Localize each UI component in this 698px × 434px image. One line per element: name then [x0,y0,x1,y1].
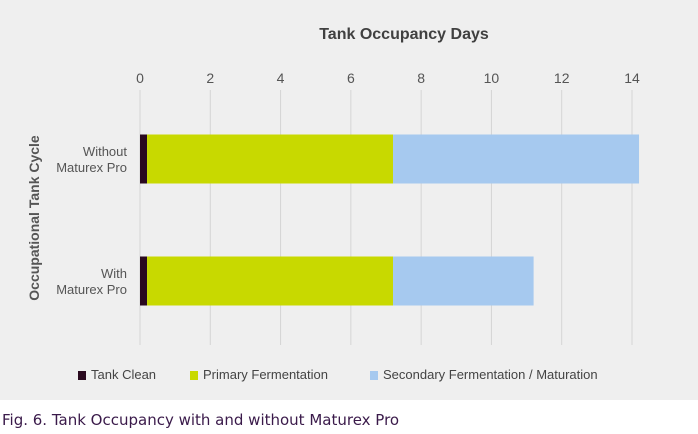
legend-primary-fermentation: Primary Fermentation [190,367,328,382]
bar-segment-primary-fermentation-1 [147,256,394,306]
legend-label-secondary-fermentation: Secondary Fermentation / Maturation [383,367,598,382]
bar-segment-tank-clean-1 [140,256,148,306]
bar-segment-primary-fermentation-0 [147,134,394,184]
y-axis-label: Occupational Tank Cycle [26,135,42,301]
legend-swatch-tank-clean [78,371,86,380]
chart-panel: 0 2 4 6 8 10 12 14 Without Maturex Pro With Mature… [0,0,698,400]
figure-caption: Fig. 6. Tank Occupancy with and without … [2,411,400,429]
bar-segment-tank-clean-0 [140,134,148,184]
x-tick-label: 2 [206,70,214,86]
legend-swatch-primary-fermentation [190,371,198,380]
x-tick-label: 6 [347,70,355,86]
x-tick-label: 0 [136,70,144,86]
legend-label-tank-clean: Tank Clean [91,367,157,382]
category-label-line: Maturex Pro [56,160,127,175]
legend-label-primary-fermentation: Primary Fermentation [203,367,328,382]
bar-segment-secondary-fermentation-maturation-1 [393,256,534,306]
legend-secondary-fermentation: Secondary Fermentation / Maturation [370,367,598,382]
category-label-line: Without [83,144,127,159]
x-tick-label: 8 [417,70,425,86]
legend-swatch-secondary-fermentation [370,371,378,380]
category-label-line: Maturex Pro [56,282,127,297]
x-tick-label: 4 [277,70,285,86]
x-tick-label: 10 [484,70,500,86]
bar-segment-secondary-fermentation-maturation-0 [393,134,640,184]
x-tick-label: 12 [554,70,570,86]
legend-tank-clean: Tank Clean [78,367,156,382]
chart-title: Tank Occupancy Days [319,26,489,43]
x-tick-label: 14 [624,70,640,86]
category-label-line: With [101,266,127,281]
